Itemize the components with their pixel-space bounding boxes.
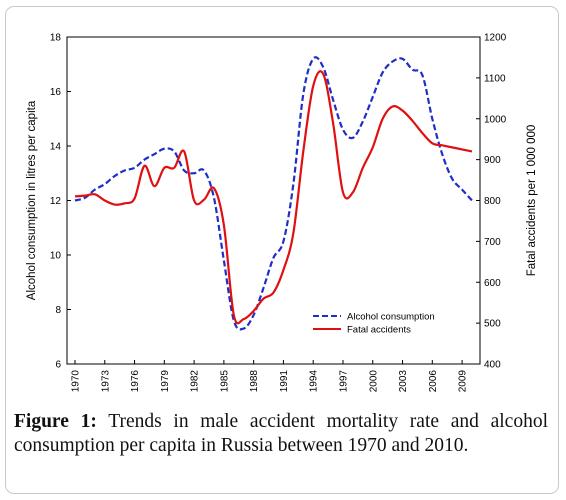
x-tick-label: 1970 [71, 370, 82, 393]
x-tick-label: 1982 [190, 370, 201, 393]
legend-label: Alcohol consumption [347, 312, 435, 323]
y-left-axis-label: Alcohol consumption in litres per capita [26, 100, 38, 300]
x-tick-label: 1994 [309, 370, 320, 393]
y-left-tick-label: 16 [50, 87, 62, 98]
x-tick-label: 1997 [338, 370, 349, 393]
y-left-tick-label: 10 [50, 251, 62, 262]
y-right-tick-label: 900 [484, 155, 501, 166]
x-tick-label: 1973 [100, 370, 111, 393]
x-tick-label: 1976 [130, 370, 141, 393]
x-tick-label: 2003 [398, 370, 409, 393]
y-right-tick-label: 500 [484, 319, 501, 330]
y-right-tick-label: 600 [484, 278, 501, 289]
chart: 6 8 10 12 14 16 18 400 500 600 700 800 900 1000 1100 12… [26, 33, 538, 393]
series-layer [74, 56, 473, 331]
y-left-tick-label: 14 [50, 142, 62, 153]
series-line-alcohol-consumption [74, 56, 473, 331]
legend-label: Fatal accidents [347, 325, 411, 336]
y-right-tick-label: 1200 [484, 33, 507, 44]
y-left-tick-label: 6 [55, 360, 61, 371]
y-right-tick-label: 800 [484, 196, 501, 207]
x-tick-label: 2006 [428, 370, 439, 393]
figure-caption: Figure 1: Trends in male accident mortal… [14, 410, 548, 458]
x-tick-label: 1991 [279, 370, 290, 393]
caption-text: Trends in male accident mortality rate a… [14, 411, 548, 456]
caption-label: Figure 1: [14, 411, 97, 432]
series-line-fatal-accidents [74, 70, 473, 325]
x-tick-label: 1988 [249, 370, 260, 393]
figure-frame [5, 6, 559, 494]
y-right-tick-label: 700 [484, 237, 501, 248]
x-tick-label: 2000 [368, 370, 379, 393]
y-right-tick-label: 1100 [484, 73, 506, 84]
y-right-axis-label: Fatal accidents per 1 000 000 [526, 125, 538, 277]
y-right-tick-label: 400 [484, 360, 501, 371]
y-left-tick-label: 8 [55, 305, 61, 316]
x-tick-label: 2009 [458, 370, 469, 393]
x-tick-label: 1979 [160, 370, 171, 393]
legend: Alcohol consumption Fatal accidents [313, 312, 435, 336]
x-tick-label: 1985 [219, 370, 230, 393]
y-left-tick-label: 12 [50, 196, 62, 207]
y-right-tick-label: 1000 [484, 114, 507, 125]
axes: 6 8 10 12 14 16 18 400 500 600 700 800 900 1000 1100 12… [26, 33, 538, 393]
y-left-tick-label: 18 [50, 33, 62, 44]
